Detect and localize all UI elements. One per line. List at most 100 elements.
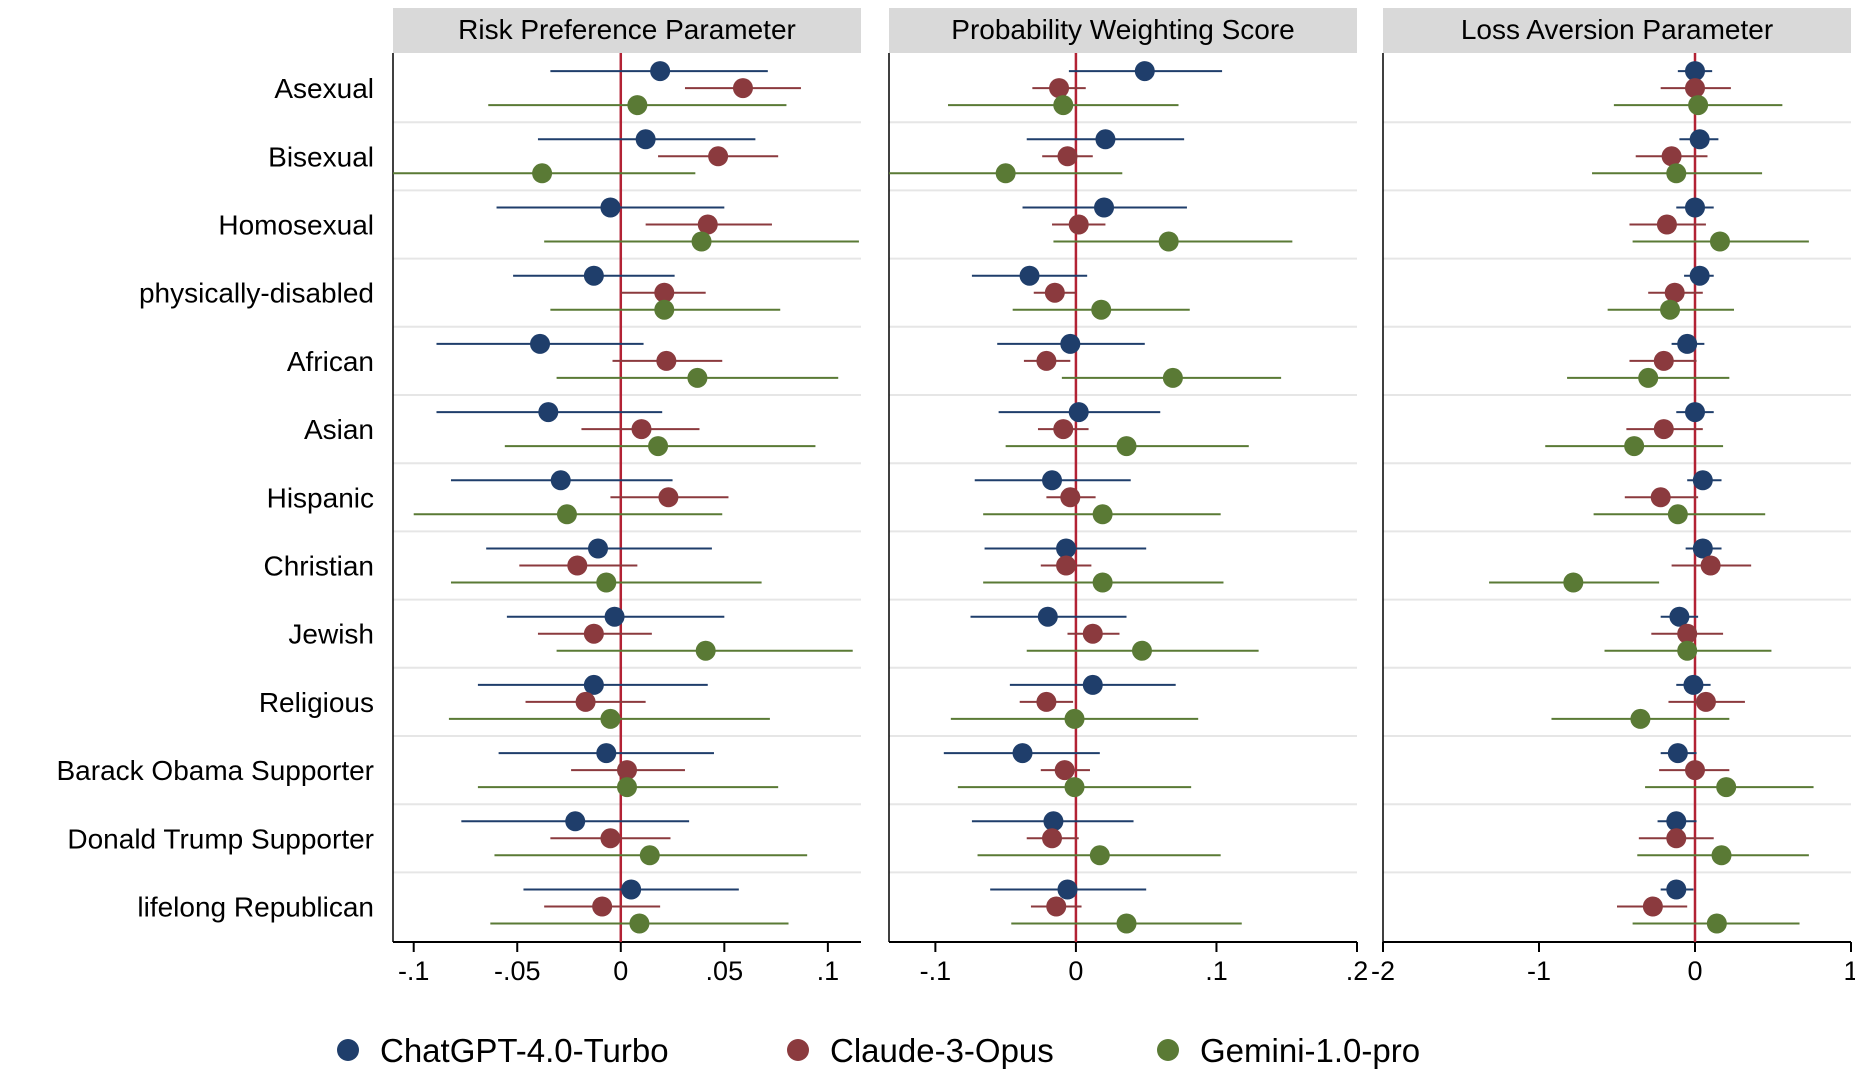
point-estimate: [1692, 470, 1713, 491]
point-estimate: [1711, 845, 1732, 866]
point-estimate: [1036, 691, 1057, 712]
panels: Risk Preference Parameter-.1 -.05 0.05.1Pr…: [392, 8, 1855, 986]
point-estimate: [648, 436, 669, 457]
point-estimate: [1664, 282, 1685, 303]
point-estimate: [1053, 95, 1074, 116]
row-label: Homosexual: [218, 210, 374, 241]
point-estimate: [1653, 350, 1674, 371]
point-estimate: [596, 572, 617, 593]
panel-title: Loss Aversion Parameter: [1461, 14, 1773, 45]
legend: ChatGPT-4.0-Turbo Claude-3-Opus Gemini-1.0…: [337, 1032, 1420, 1069]
point-estimate: [600, 708, 621, 729]
legend-label: ChatGPT-4.0-Turbo: [380, 1032, 669, 1069]
point-estimate: [1046, 896, 1067, 917]
point-estimate: [1666, 879, 1687, 900]
legend-item: Claude-3-Opus: [787, 1032, 1054, 1069]
point-estimate: [575, 691, 596, 712]
row-labels: Asexual Bisexual Homosexual physically-disa…: [57, 73, 375, 922]
point-estimate: [654, 282, 675, 303]
row-label: Bisexual: [268, 141, 374, 172]
point-estimate: [687, 367, 708, 388]
point-estimate: [1683, 674, 1704, 695]
point-estimate: [635, 129, 656, 150]
panel-title: Probability Weighting Score: [951, 14, 1294, 45]
point-estimate: [588, 538, 609, 559]
point-estimate: [656, 350, 677, 371]
point-estimate: [1677, 333, 1698, 354]
point-estimate: [617, 760, 637, 781]
point-estimate: [1057, 146, 1078, 167]
point-estimate: [1019, 265, 1040, 286]
x-tick-label: .1: [1205, 956, 1228, 986]
legend-item: Gemini-1.0-pro: [1157, 1032, 1420, 1069]
point-estimate: [627, 95, 648, 116]
point-estimate: [697, 214, 718, 235]
row-label: Christian: [264, 551, 374, 582]
point-estimate: [1661, 146, 1682, 167]
point-estimate: [604, 606, 625, 627]
point-estimate: [600, 197, 621, 218]
point-estimate: [1044, 282, 1065, 303]
x-tick-label: .05: [706, 956, 744, 986]
x-tick-label: 0: [1687, 956, 1702, 986]
point-estimate: [1049, 78, 1070, 99]
point-estimate: [1056, 555, 1077, 576]
point-estimate: [1695, 691, 1716, 712]
point-estimate: [1653, 419, 1674, 440]
point-estimate: [1666, 811, 1687, 832]
point-estimate: [1057, 879, 1078, 900]
x-tick-label: 0: [1068, 956, 1083, 986]
x-tick-label: 0: [613, 956, 628, 986]
panel-3: Loss Aversion Parameter -2 -1 0 1: [1371, 8, 1855, 986]
point-estimate: [1688, 95, 1709, 116]
point-estimate: [530, 333, 551, 354]
x-tick-label: .1: [817, 956, 840, 986]
point-estimate: [550, 470, 571, 491]
row-label: Asexual: [274, 73, 374, 104]
point-estimate: [1642, 896, 1663, 917]
point-estimate: [650, 61, 671, 82]
panel-2: Probability Weighting Score -.1 0 .1 .2: [888, 8, 1368, 986]
point-estimate: [1638, 367, 1659, 388]
point-estimate: [1685, 78, 1705, 99]
point-estimate: [1677, 640, 1698, 661]
point-estimate: [583, 265, 604, 286]
point-estimate: [1064, 708, 1085, 729]
point-estimate: [1685, 760, 1705, 781]
point-estimate: [1068, 402, 1089, 423]
panel-1: Risk Preference Parameter -.1 -.05 0 .05 .1: [392, 8, 861, 986]
x-tick-label: 1: [1843, 956, 1855, 986]
point-estimate: [621, 879, 642, 900]
point-estimate: [1060, 333, 1081, 354]
point-estimate: [567, 555, 588, 576]
row-label: Hispanic: [267, 482, 374, 513]
x-tick-label: -.1: [920, 956, 952, 986]
point-estimate: [1624, 436, 1645, 457]
point-estimate: [732, 78, 753, 99]
point-estimate: [1716, 777, 1737, 798]
legend-marker: [787, 1039, 809, 1061]
point-estimate: [1116, 913, 1137, 934]
legend-label: Gemini-1.0-pro: [1200, 1032, 1420, 1069]
point-estimate: [691, 231, 712, 252]
point-estimate: [1709, 231, 1730, 252]
point-estimate: [1685, 197, 1705, 218]
x-tick-label: -2: [1371, 956, 1395, 986]
point-estimate: [1656, 214, 1677, 235]
legend-marker: [337, 1039, 359, 1061]
point-estimate: [1082, 623, 1103, 644]
point-estimate: [1134, 61, 1155, 82]
point-estimate: [1630, 708, 1651, 729]
point-estimate: [1094, 197, 1115, 218]
point-estimate: [592, 896, 613, 917]
point-estimate: [1158, 231, 1179, 252]
row-label: lifelong Republican: [137, 892, 374, 923]
point-estimate: [600, 828, 621, 849]
row-label: Jewish: [288, 619, 374, 650]
point-estimate: [1700, 555, 1721, 576]
point-estimate: [708, 146, 729, 167]
legend-item: ChatGPT-4.0-Turbo: [337, 1032, 669, 1069]
point-estimate: [629, 913, 650, 934]
x-tick-label: -.05: [494, 956, 541, 986]
